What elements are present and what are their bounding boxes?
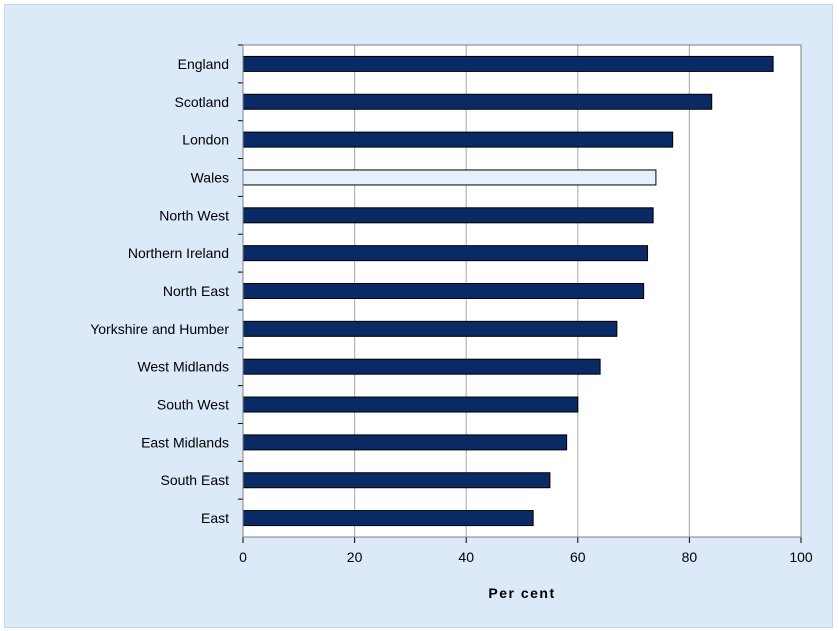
category-label: West Midlands: [137, 359, 229, 375]
category-label: England: [178, 56, 229, 72]
x-tick-label: 0: [239, 549, 247, 565]
bar-west-midlands: [242, 358, 601, 375]
x-tick-labels: 0 20 40 60 80 100: [239, 549, 813, 565]
bar-north-east: [242, 283, 645, 299]
bar-london: [242, 131, 674, 148]
bar-south-west: [242, 396, 579, 413]
bar-chart: England Scotland London Wales North West Nort…: [90, 44, 813, 601]
x-axis-title: Per cent: [488, 585, 555, 601]
category-label: London: [182, 132, 229, 148]
bar-south-east: [242, 472, 551, 489]
category-label: Northern Ireland: [128, 245, 229, 261]
category-label: Yorkshire and Humber: [90, 321, 229, 337]
bar-east: [242, 510, 534, 527]
bar-northern-ireland: [242, 245, 649, 262]
category-label: North East: [163, 283, 229, 299]
category-label: South West: [157, 397, 229, 413]
x-tick-label: 20: [347, 549, 363, 565]
bar-east-midlands: [242, 434, 568, 451]
x-tick-label: 40: [458, 549, 474, 565]
category-labels: England Scotland London Wales North West Nort…: [90, 56, 229, 526]
x-tick-label: 60: [570, 549, 586, 565]
chart-area: England Scotland London Wales North West Nort…: [4, 4, 833, 628]
x-tick-label: 80: [682, 549, 698, 565]
bar-scotland: [242, 93, 713, 110]
category-label: Scotland: [175, 94, 229, 110]
bar-england: [242, 55, 774, 72]
bars: [242, 55, 774, 527]
category-label: North West: [159, 207, 229, 223]
bar-yorkshire-and-humber: [242, 320, 618, 337]
category-label: South East: [161, 472, 230, 488]
category-label: East Midlands: [141, 434, 229, 450]
plot-border: [242, 44, 802, 538]
category-label: East: [201, 510, 229, 526]
x-tick-label: 100: [789, 549, 813, 565]
category-label: Wales: [191, 169, 229, 185]
bar-north-west: [242, 207, 654, 224]
bar-wales: [242, 169, 657, 186]
